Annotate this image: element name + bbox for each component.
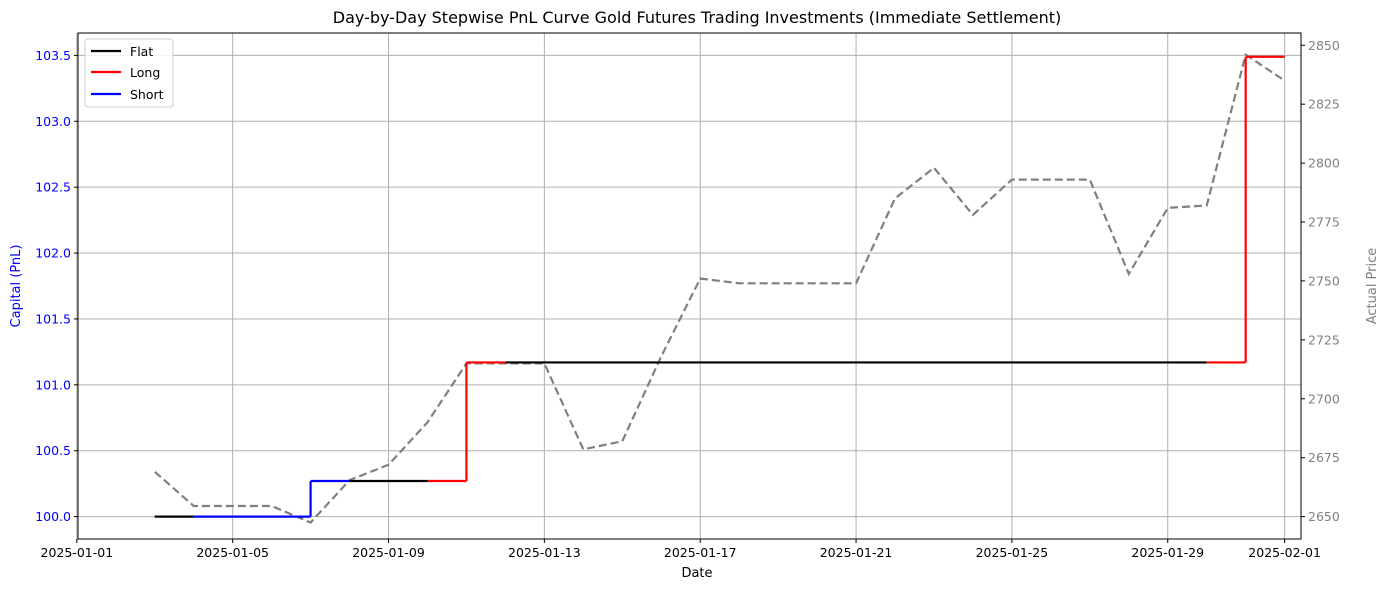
left-y-tick-label: 100.5 xyxy=(35,443,71,458)
legend-label-flat: Flat xyxy=(130,44,153,59)
price-line xyxy=(154,52,1286,524)
right-y-tick-label: 2650 xyxy=(1308,509,1340,524)
left-y-tick-label: 101.5 xyxy=(35,311,71,326)
price-layer xyxy=(154,52,1286,524)
plot-frame xyxy=(77,32,1302,540)
right-y-tick-label: 2825 xyxy=(1308,97,1340,112)
right-y-tick-label: 2850 xyxy=(1308,38,1340,53)
left-y-tick-label: 103.0 xyxy=(35,114,71,129)
legend-box xyxy=(84,38,174,108)
x-axis-title: Date xyxy=(681,566,712,581)
x-tick-label: 2025-01-21 xyxy=(820,545,893,560)
left-y-tick-label: 102.0 xyxy=(35,246,71,261)
x-tick-label: 2025-01-25 xyxy=(976,545,1049,560)
right-y-tick-label: 2750 xyxy=(1308,273,1340,288)
x-tick-label: 2025-02-01 xyxy=(1248,545,1321,560)
x-axis: 2025-01-01 2025-01-05 2025-01-09 2025-01-13… xyxy=(41,539,1321,560)
right-y-tick-label: 2725 xyxy=(1308,332,1340,347)
left-y-axis-title: Capital (PnL) xyxy=(9,245,24,328)
x-tick-label: 2025-01-13 xyxy=(508,545,581,560)
grid-lines xyxy=(76,33,1301,539)
right-y-axis: 2650 2675 2700 2725 2750 2775 2800 2825 2850 xyxy=(1301,38,1340,524)
right-y-tick-label: 2675 xyxy=(1308,450,1340,465)
right-y-axis-title: Actual Price xyxy=(1365,248,1380,325)
left-y-axis: 100.0 100.5 101.0 101.5 102.0 102.5 103.0 103.5 xyxy=(35,48,78,524)
right-y-tick-label: 2775 xyxy=(1308,215,1340,230)
legend-label-long: Long xyxy=(130,65,160,80)
x-tick-label: 2025-01-17 xyxy=(664,545,737,560)
x-tick-label: 2025-01-01 xyxy=(41,545,114,560)
left-y-tick-label: 101.0 xyxy=(35,377,71,392)
x-tick-label: 2025-01-29 xyxy=(1131,545,1204,560)
legend: Flat Long Short xyxy=(84,38,174,108)
left-y-tick-label: 103.5 xyxy=(35,48,71,63)
legend-label-short: Short xyxy=(130,87,164,102)
capital-layer xyxy=(154,55,1285,518)
x-tick-label: 2025-01-09 xyxy=(352,545,425,560)
right-y-tick-label: 2800 xyxy=(1308,156,1340,171)
x-tick-label: 2025-01-05 xyxy=(196,545,269,560)
chart-title: Day-by-Day Stepwise PnL Curve Gold Futur… xyxy=(333,8,1062,27)
right-y-tick-label: 2700 xyxy=(1308,391,1340,406)
left-y-tick-label: 102.5 xyxy=(35,180,71,195)
left-y-tick-label: 100.0 xyxy=(35,509,71,524)
